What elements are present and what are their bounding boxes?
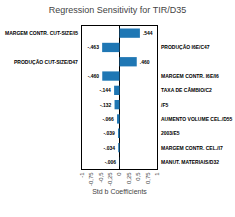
svg-text:Std b Coefficients: Std b Coefficients [92,188,147,195]
svg-text:-0,25: -0,25 [107,172,113,186]
svg-text:PRODUÇÃO I6E/C47: PRODUÇÃO I6E/C47 [161,44,210,50]
svg-text:-.034: -.034 [104,145,116,151]
svg-text:AUMENTO VOLUME CEL./D55: AUMENTO VOLUME CEL./D55 [161,116,233,122]
svg-text:MANUT. MATERIAIS/D32: MANUT. MATERIAIS/D32 [161,159,219,165]
svg-text:-1: -1 [79,172,85,178]
svg-text:PRODUÇÃO CUT-SIZE/D47: PRODUÇÃO CUT-SIZE/D47 [14,59,78,65]
svg-text:-.066: -.066 [102,116,114,122]
svg-text:TAXA DE CÂMBIO/C2: TAXA DE CÂMBIO/C2 [161,87,212,93]
svg-text:1: 1 [154,172,160,176]
svg-text:.460: .460 [140,59,150,65]
svg-text:MARGEM CONTR. I6E/I6: MARGEM CONTR. I6E/I6 [161,73,219,79]
svg-text:-.006: -.006 [105,159,117,165]
svg-text:0: 0 [116,172,122,176]
svg-text:-0,75: -0,75 [88,172,94,186]
svg-text:-.132: -.132 [100,102,112,108]
svg-text:-.039: -.039 [103,130,115,136]
svg-text:.544: .544 [143,30,153,36]
svg-text:/F5: /F5 [161,102,168,108]
svg-text:-.463: -.463 [88,44,100,50]
svg-text:MARGEM CONTR. CEL./I7: MARGEM CONTR. CEL./I7 [161,145,223,151]
svg-text:-.144: -.144 [99,87,111,93]
svg-text:Regression Sensitivity for TIR: Regression Sensitivity for TIR/D35 [49,5,186,15]
svg-text:-.460: -.460 [88,73,100,79]
svg-text:0,5: 0,5 [135,172,141,181]
svg-text:2003/E5: 2003/E5 [161,130,180,136]
svg-text:MARGEM CONTR. CUT-SIZE/I5: MARGEM CONTR. CUT-SIZE/I5 [5,30,78,36]
svg-text:0,25: 0,25 [126,172,132,184]
svg-text:0,75: 0,75 [145,172,151,184]
svg-text:-0,5: -0,5 [98,172,104,183]
